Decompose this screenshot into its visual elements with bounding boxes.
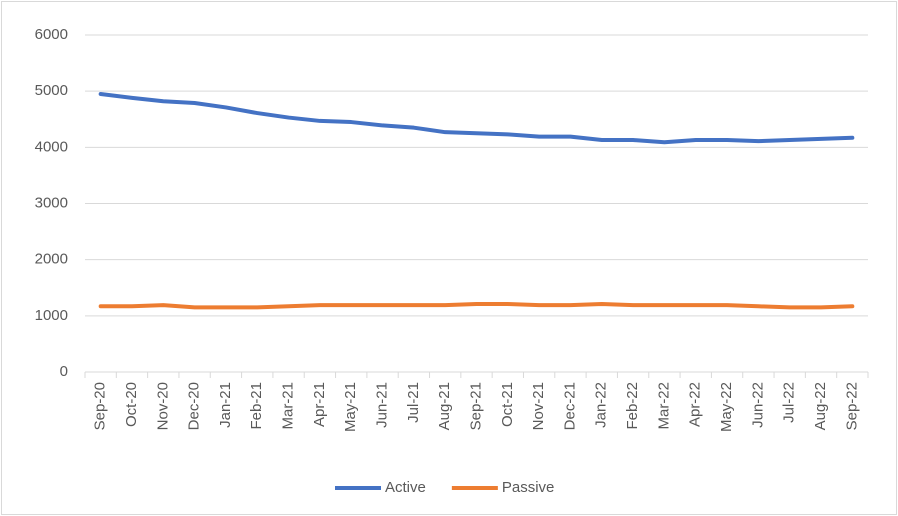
legend-label: Passive <box>502 479 555 496</box>
x-tick-label: Feb-21 <box>248 382 265 430</box>
y-tick-label: 4000 <box>35 138 68 155</box>
x-tick-label: Jan-21 <box>217 382 234 428</box>
x-tick-label: Dec-20 <box>186 382 203 430</box>
x-tick-label: Feb-22 <box>624 382 641 430</box>
x-tick-label: Oct-20 <box>123 382 140 427</box>
y-tick-label: 1000 <box>35 307 68 324</box>
y-tick-label: 6000 <box>35 26 68 43</box>
x-tick-label: Oct-21 <box>499 382 516 427</box>
x-tick-label: Sep-21 <box>467 382 484 430</box>
x-tick-label: Aug-22 <box>812 382 829 430</box>
x-tick-label: Nov-21 <box>530 382 547 430</box>
x-tick-label: Nov-20 <box>154 382 171 430</box>
x-tick-label: Apr-22 <box>687 382 704 427</box>
x-tick-label: Aug-21 <box>436 382 453 430</box>
x-tick-label: Jan-22 <box>593 382 610 428</box>
x-tick-label: Dec-21 <box>561 382 578 430</box>
x-tick-label: Jul-21 <box>405 382 422 423</box>
y-tick-label: 3000 <box>35 194 68 211</box>
y-tick-label: 2000 <box>35 251 68 268</box>
legend-label: Active <box>385 479 426 496</box>
y-tick-label: 5000 <box>35 82 68 99</box>
line-series <box>98 302 855 310</box>
x-tick-label: May-21 <box>342 382 359 432</box>
y-tick-label: 0 <box>60 363 68 380</box>
x-tick-label: Jun-21 <box>374 382 391 428</box>
x-tick-label: Jun-22 <box>749 382 766 428</box>
x-tick-label: Apr-21 <box>311 382 328 427</box>
x-tick-label: Sep-20 <box>92 382 109 430</box>
x-tick-label: Mar-21 <box>280 382 297 430</box>
x-tick-label: Mar-22 <box>655 382 672 430</box>
line-series <box>98 91 855 145</box>
x-tick-label: Sep-22 <box>843 382 860 430</box>
x-tick-label: Jul-22 <box>781 382 798 423</box>
x-tick-label: May-22 <box>718 382 735 432</box>
